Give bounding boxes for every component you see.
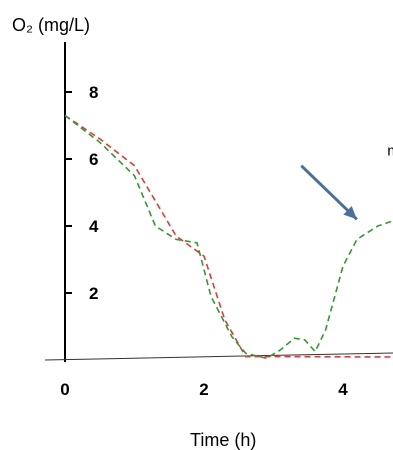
- x-tick-group: 0246810: [60, 380, 348, 399]
- y-tick-group: 2 4 6 8: [65, 83, 99, 303]
- annotation-group: micromacro: [300, 143, 393, 221]
- x-tick-label-2: 2: [199, 380, 208, 399]
- series-line-1: [64, 114, 393, 358]
- y-tick-label-6: 6: [89, 150, 98, 169]
- series-line-2: [64, 114, 393, 360]
- series-group: [64, 114, 393, 360]
- annotation-arrowhead-micro: [343, 205, 357, 220]
- y-tick-label-8: 8: [89, 83, 98, 102]
- y-tick-label-2: 2: [89, 284, 98, 303]
- x-tick-label-0: 0: [60, 380, 69, 399]
- y-tick-label-4: 4: [89, 217, 99, 236]
- x-tick-label-4: 4: [338, 380, 348, 399]
- annotation-label-micro: micro: [387, 143, 393, 160]
- x-axis-title: Time (h): [190, 430, 256, 450]
- x-axis: [44, 352, 393, 361]
- y-axis-title: O₂ (mg/L): [12, 15, 90, 35]
